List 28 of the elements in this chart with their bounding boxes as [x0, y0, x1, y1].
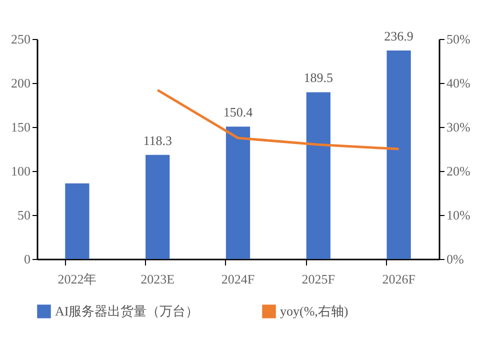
- legend-label: yoy(%,右轴): [280, 303, 348, 318]
- y2-tick-label: 0%: [446, 252, 464, 266]
- bar: [386, 50, 411, 259]
- data-label: 189.5: [304, 70, 334, 86]
- y-tick-label: 100: [11, 164, 30, 178]
- y2-tick-label: 50%: [446, 32, 470, 46]
- y2-tick-label: 20%: [446, 164, 470, 178]
- bar: [306, 92, 330, 259]
- bar: [65, 183, 90, 259]
- y2-tick-label: 10%: [446, 208, 470, 222]
- y-tick-label: 250: [11, 32, 30, 46]
- x-tick-label: 2023E: [140, 272, 175, 286]
- x-tick-label: 2022年: [58, 272, 97, 286]
- bar: [226, 126, 250, 259]
- y-tick-label: 150: [11, 120, 30, 134]
- x-tick-label: 2025F: [302, 272, 336, 286]
- y-tick-label: 200: [11, 76, 30, 90]
- y2-tick-label: 30%: [446, 120, 470, 134]
- x-tick-label: 2024F: [221, 272, 255, 286]
- x-tick-label: 2026F: [382, 272, 416, 286]
- y-tick-label: 50: [18, 208, 30, 222]
- legend-label: AI服务器出货量（万台）: [55, 303, 199, 318]
- data-label: 236.9: [384, 28, 414, 44]
- y-tick-label: 0: [24, 252, 30, 266]
- bar: [146, 154, 170, 259]
- y2-tick-label: 40%: [446, 76, 470, 90]
- data-label: 118.3: [143, 132, 172, 148]
- data-label: 150.4: [223, 104, 254, 120]
